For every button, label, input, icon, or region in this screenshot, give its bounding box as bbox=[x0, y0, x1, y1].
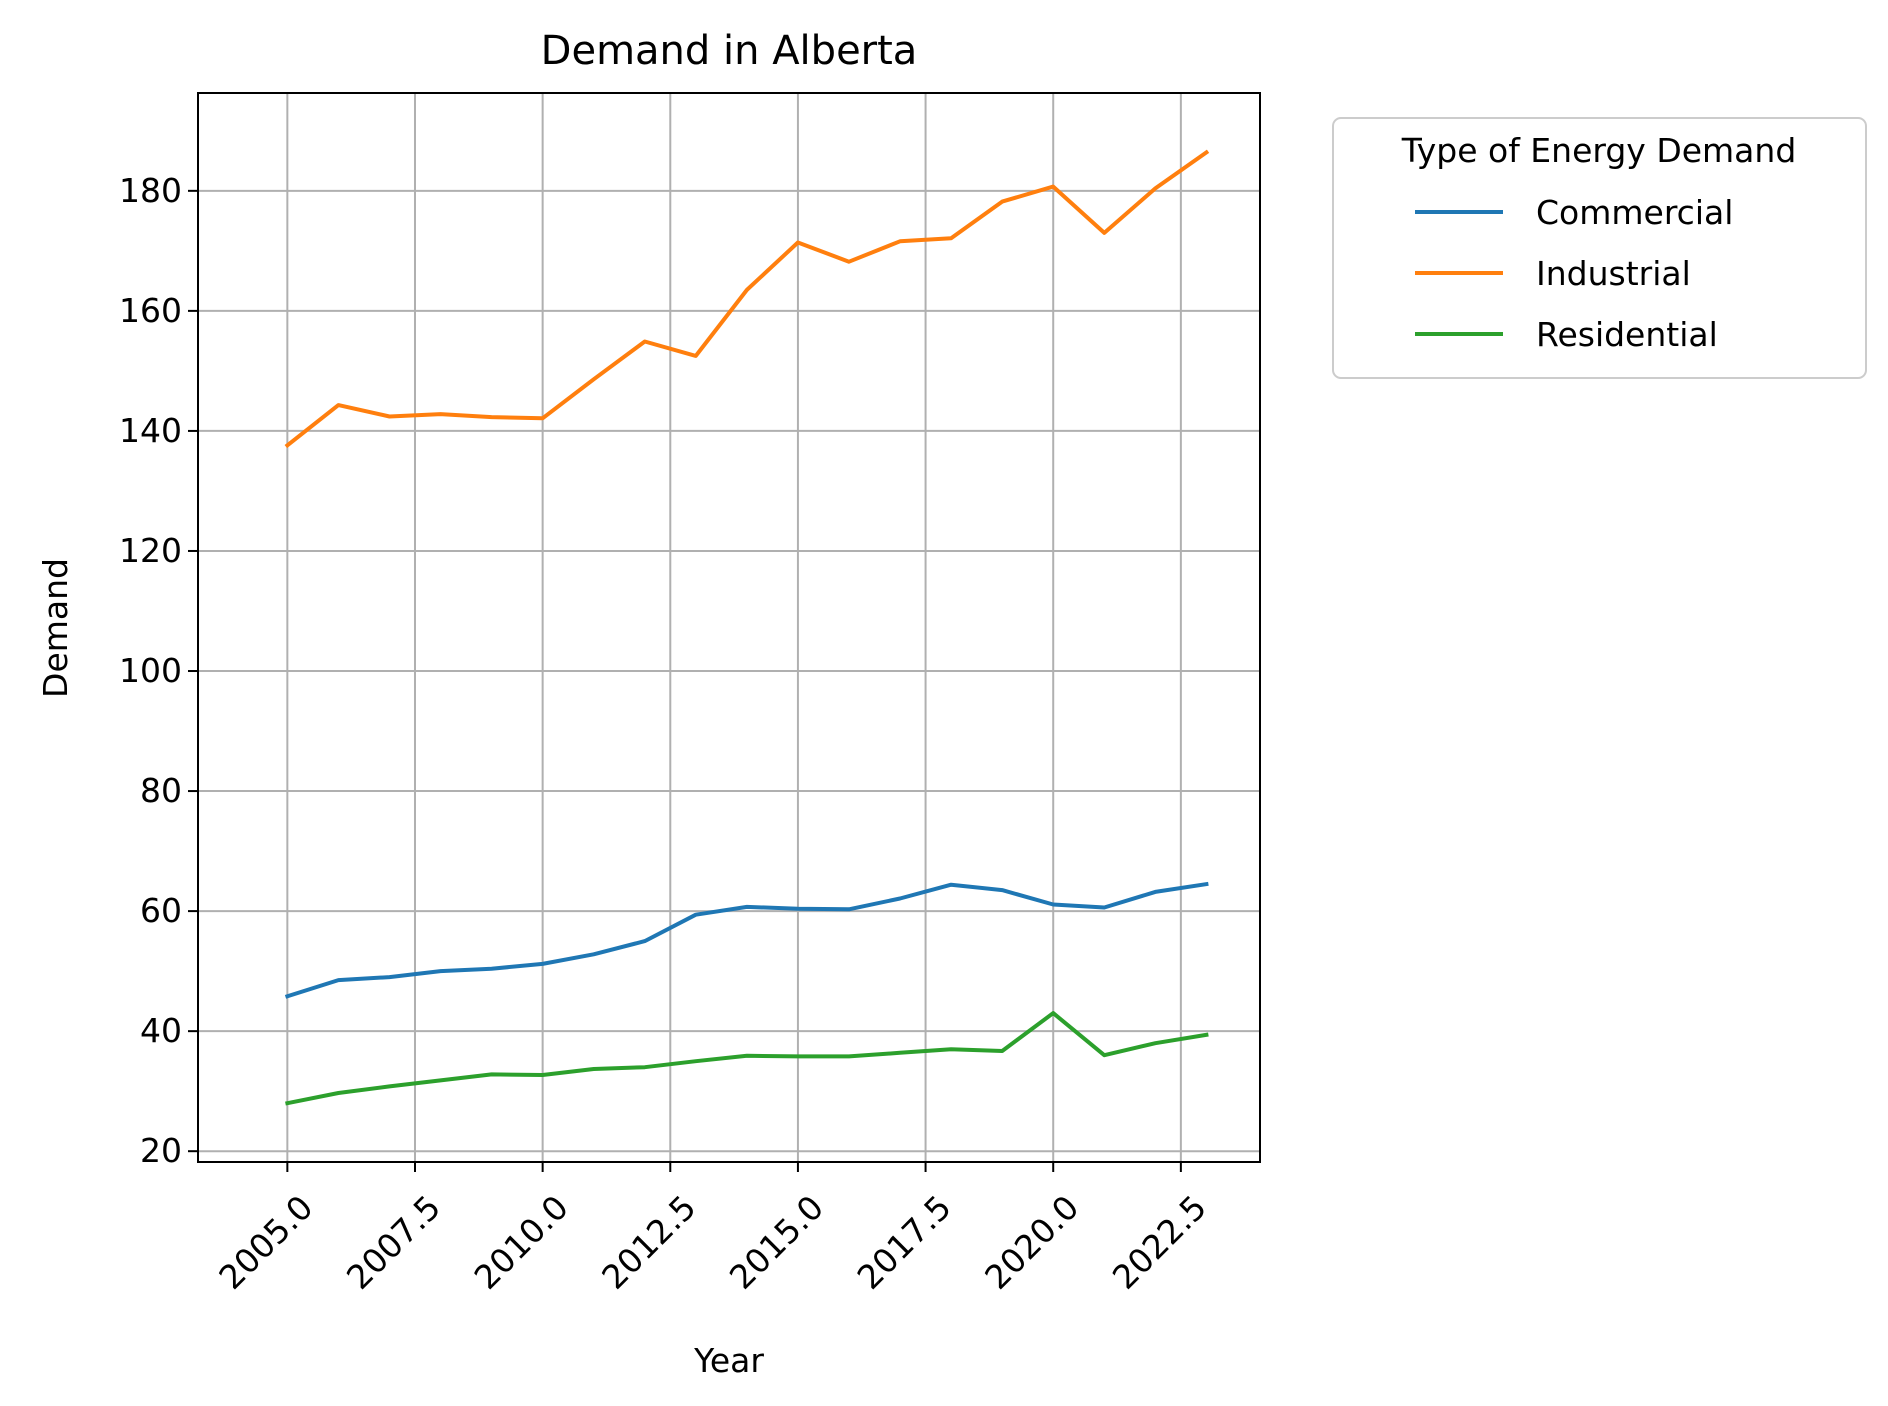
legend-label-commercial: Commercial bbox=[1536, 193, 1733, 232]
legend-title: Type of Energy Demand bbox=[1401, 131, 1797, 170]
series-line-commercial bbox=[284, 881, 1209, 999]
series-line-residential bbox=[285, 1011, 1209, 1106]
x-axis-label: Year bbox=[693, 1341, 764, 1380]
y-tick-label: 20 bbox=[140, 1131, 182, 1170]
y-tick-label: 60 bbox=[140, 891, 182, 930]
y-tick-label: 40 bbox=[140, 1011, 182, 1050]
legend-label-industrial: Industrial bbox=[1536, 254, 1691, 293]
series-lines bbox=[284, 149, 1210, 1106]
y-tick-label: 120 bbox=[119, 531, 182, 570]
legend: Type of Energy Demand Commercial Industri… bbox=[1332, 117, 1867, 379]
y-axis-label: Demand bbox=[36, 558, 75, 698]
legend-box bbox=[1332, 117, 1867, 379]
legend-label-residential: Residential bbox=[1536, 315, 1718, 354]
legend-entries: Commercial Industrial Residential bbox=[1415, 193, 1733, 354]
chart-title: Demand in Alberta bbox=[541, 28, 918, 74]
y-tick-label: 180 bbox=[119, 171, 182, 210]
y-tick-label: 100 bbox=[119, 651, 182, 690]
y-tick-label: 80 bbox=[140, 771, 182, 810]
y-tick-label: 140 bbox=[119, 411, 182, 450]
series-line-industrial bbox=[284, 149, 1210, 449]
plot-area-frame bbox=[197, 92, 1261, 1163]
y-tick-label: 160 bbox=[119, 291, 182, 330]
y-axis-ticks: 20 40 60 80 100 120 140 160 180 bbox=[119, 171, 198, 1170]
